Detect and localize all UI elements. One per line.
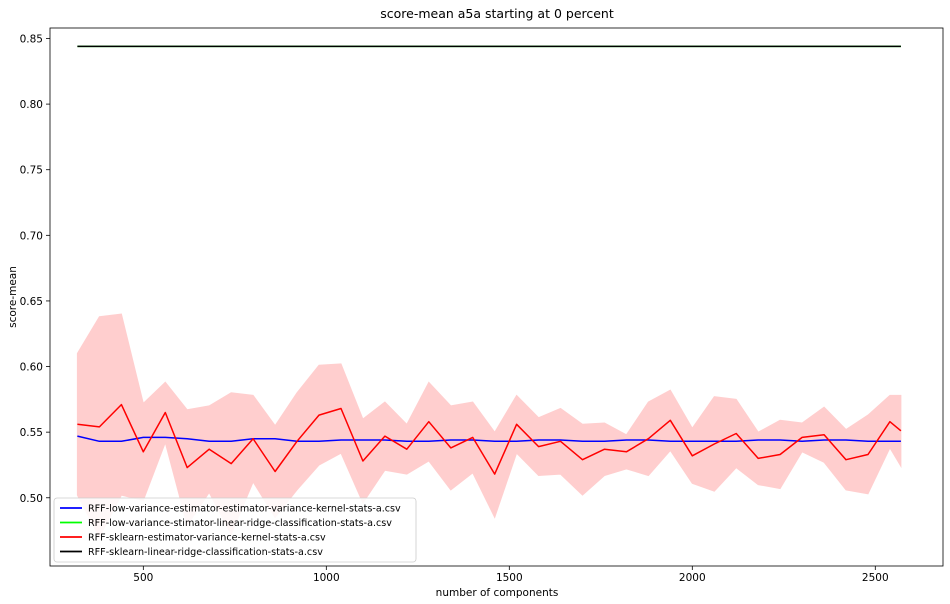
- y-tick-label: 0.60: [20, 362, 43, 374]
- legend: RFF-low-variance-estimator-estimator-var…: [53, 497, 417, 563]
- y-tick-label: 0.70: [20, 230, 43, 242]
- plot-area: [76, 45, 902, 539]
- legend-label: RFF-sklearn-estimator-variance-kernel-st…: [88, 533, 326, 544]
- x-axis-label: number of components: [436, 587, 559, 599]
- y-tick-label: 0.80: [20, 99, 43, 111]
- confidence-band: [76, 313, 902, 539]
- x-tick-label: 500: [133, 572, 153, 584]
- y-axis-label: score-mean: [7, 266, 19, 328]
- y-tick-label: 0.65: [20, 296, 43, 308]
- chart-title: score-mean a5a starting at 0 percent: [380, 6, 614, 21]
- x-axis: 500 1000 1500 2000 2500: [133, 566, 889, 584]
- y-tick-label: 0.50: [20, 493, 43, 505]
- plot-frame: [49, 27, 944, 567]
- x-tick-label: 2500: [862, 572, 889, 584]
- legend-label: RFF-sklearn-linear-ridge-classification-…: [88, 547, 323, 558]
- y-tick-label: 0.75: [20, 165, 43, 177]
- y-tick-label: 0.85: [20, 33, 43, 45]
- legend-box: [53, 497, 417, 563]
- x-tick-label: 1000: [313, 572, 340, 584]
- series-line-1: [77, 435, 901, 443]
- series-line-3: [77, 403, 902, 475]
- x-tick-label: 1500: [496, 572, 523, 584]
- x-tick-label: 2000: [679, 572, 706, 584]
- legend-label: RFF-low-variance-estimator-estimator-var…: [88, 504, 401, 515]
- legend-label: RFF-low-variance-stimator-linear-ridge-c…: [88, 518, 392, 529]
- y-axis: 0.50 0.55 0.60 0.65 0.70 0.75 0.80 0.85: [20, 33, 50, 505]
- y-tick-label: 0.55: [20, 427, 43, 439]
